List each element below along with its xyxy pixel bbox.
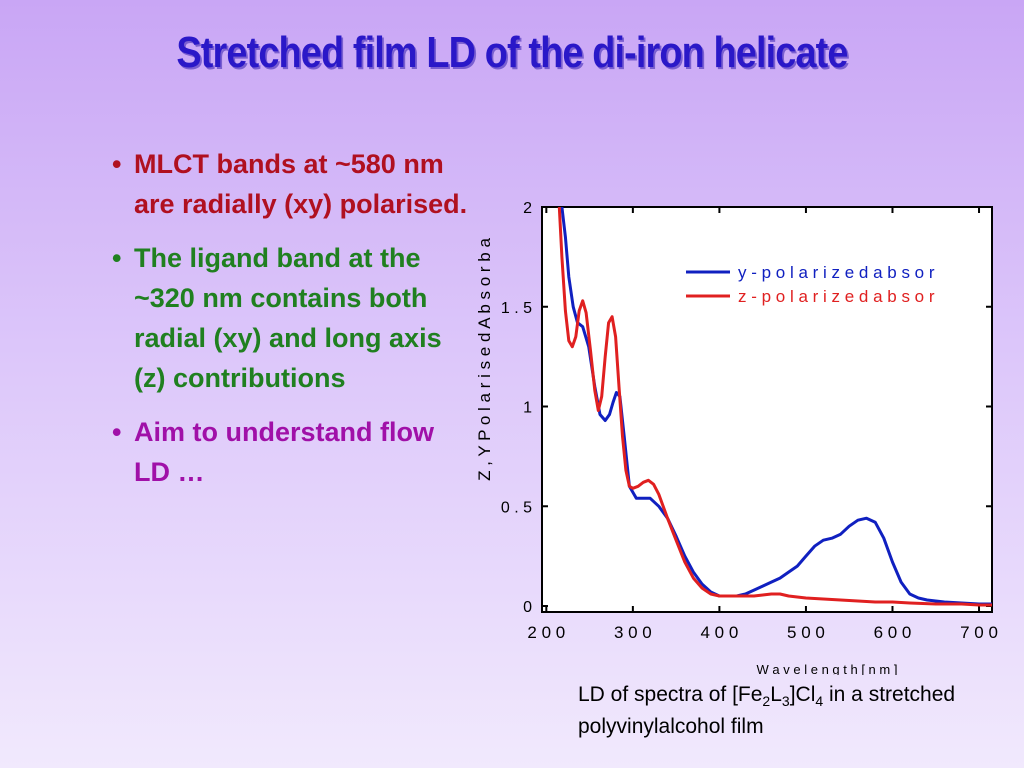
bullet-dot: • [112, 417, 122, 447]
caption-sub: 4 [815, 693, 824, 710]
ld-spectrum-chart: 2 0 0 3 0 0 4 0 0 5 0 0 6 0 0 7 0 0 0 0 . 5 1 1 .… [475, 200, 998, 675]
bullet-text: Aim to understand flow LD … [134, 417, 434, 487]
series-line-z-polarized [557, 207, 992, 607]
bullet-text: The ligand band at the ~320 nm contains … [134, 243, 442, 393]
x-tick-label: 2 0 0 [527, 623, 565, 642]
bullet-ligand: • The ligand band at the ~320 nm contain… [112, 238, 472, 398]
y-tick-label: 0 [523, 599, 532, 616]
bullet-text: MLCT bands at ~580 nm are radially (xy) … [134, 149, 468, 219]
slide-title: Stretched film LD of the di-iron helicat… [176, 28, 848, 77]
y-tick-label: 1 [523, 400, 532, 417]
y-tick-label: 1 . 5 [501, 300, 532, 317]
y-tick-label: 2 [523, 200, 532, 217]
bullet-dot: • [112, 243, 122, 273]
caption-part: ]Cl [789, 683, 816, 706]
bullet-mlct: • MLCT bands at ~580 nm are radially (xy… [112, 144, 472, 224]
x-tick-label: 6 0 0 [874, 623, 912, 642]
caption-sub: 3 [781, 693, 790, 710]
caption-part: LD of spectra of [Fe [578, 683, 763, 706]
legend-box [670, 252, 960, 314]
legend-label: y - p o l a r i z e d a b s o r [738, 263, 935, 282]
x-tick-label: 4 0 0 [700, 623, 738, 642]
figure-caption: LD of spectra of [Fe2L3]Cl4 in a stretch… [578, 682, 998, 740]
x-tick-label: 7 0 0 [960, 623, 998, 642]
x-tick-label: 5 0 0 [787, 623, 825, 642]
bullet-aim: • Aim to understand flow LD … [112, 412, 472, 492]
bullet-dot: • [112, 149, 122, 179]
y-tick-label: 0 . 5 [501, 499, 532, 516]
x-axis-label: W a v e l e n g t h [ n m ] [757, 662, 898, 675]
caption-sub: 2 [762, 693, 771, 710]
caption-part: L [770, 683, 782, 706]
x-tick-label: 3 0 0 [614, 623, 652, 642]
bullet-list: • MLCT bands at ~580 nm are radially (xy… [112, 144, 472, 506]
caption-part: in a stretched polyvinylalcohol film [578, 683, 956, 739]
y-axis-label: Z , Y P o l a r i s e d A b s o r b a [475, 238, 494, 481]
legend-label: z - p o l a r i z e d a b s o r [738, 287, 935, 306]
